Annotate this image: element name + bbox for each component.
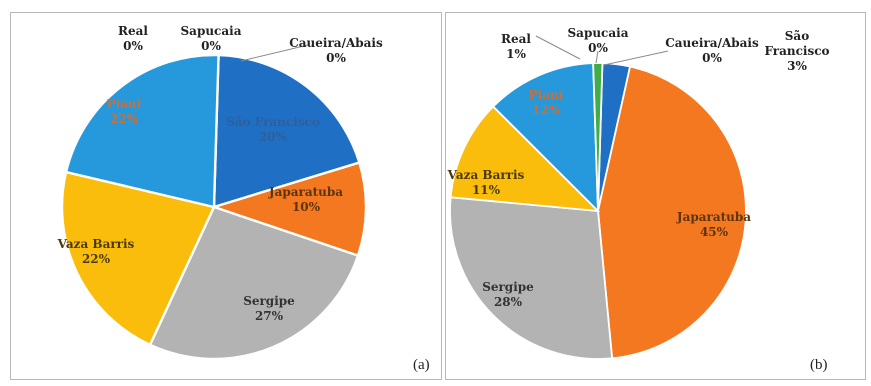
chart-panel-a: São Francisco 20% Japaratuba 10% Sergipe 27% V… — [10, 12, 442, 380]
slice-label-sapucaia: Sapucaia 0% — [568, 26, 629, 55]
leader-line — [603, 50, 669, 66]
slice-label-s-o-francisco: São Francisco 20% — [226, 115, 320, 144]
pie-slice-piau — [491, 62, 599, 214]
slice-label-vaza-barris: Vaza Barris 22% — [57, 237, 135, 266]
slice-label-piau: Piauí 22% — [107, 97, 142, 126]
slice-label-caueira-abais: Caueira/Abais 0% — [289, 36, 383, 65]
slice-label-sergipe: Sergipe 27% — [243, 294, 295, 323]
slice-label-japaratuba: Japaratuba 10% — [268, 185, 343, 214]
pie-slice-piau — [64, 53, 220, 209]
slice-label-sapucaia: Sapucaia 0% — [181, 24, 242, 53]
slice-label-vaza-barris: Vaza Barris 11% — [447, 168, 525, 197]
pie-slice-vaza-barris — [60, 170, 216, 347]
leader-line — [240, 44, 309, 62]
pie-slice-sergipe — [148, 205, 360, 361]
slice-label-caueira-abais: Caueira/Abais 0% — [665, 36, 759, 65]
chart-panel-b: São Francisco 3% Japaratuba 45% Sergipe 28% Vaz… — [445, 12, 866, 380]
pie-chart-b: São Francisco 3% Japaratuba 45% Sergipe 28% Vaz… — [447, 26, 830, 360]
slice-label-japaratuba: Japaratuba 45% — [676, 210, 751, 239]
pie-slice-vaza-barris — [449, 105, 601, 213]
pie-slice-sergipe — [449, 196, 614, 360]
slice-label-s-o-francisco: São Francisco 3% — [764, 29, 829, 73]
leader-line — [535, 35, 581, 60]
leader-line — [595, 50, 599, 64]
slice-label-sergipe: Sergipe 28% — [482, 280, 534, 309]
pie-chart-a: São Francisco 20% Japaratuba 10% Sergipe 27% V… — [57, 24, 383, 361]
panel-label-a: (a) — [413, 357, 430, 373]
pie-slice-real — [592, 62, 604, 212]
panel-label-b: (b) — [810, 357, 828, 373]
slice-label-real: Real 0% — [118, 24, 148, 53]
pie-slice-s-o-francisco — [212, 53, 361, 209]
slice-label-real: Real 1% — [501, 32, 531, 61]
pie-slice-japaratuba — [210, 161, 368, 258]
pie-slice-japaratuba — [597, 65, 747, 360]
slice-label-piau: Piauí 12% — [529, 88, 564, 117]
